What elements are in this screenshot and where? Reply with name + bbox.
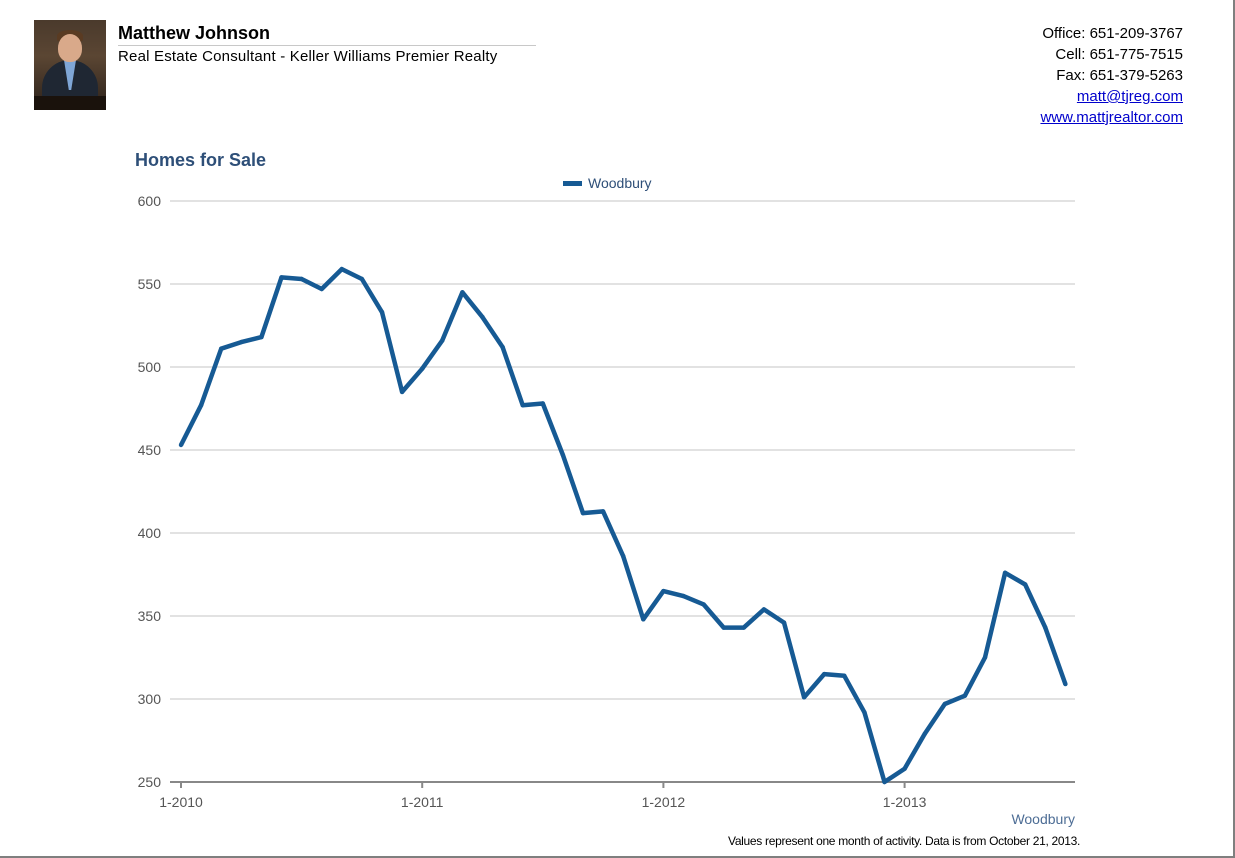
fax-number: Fax: 651-379-5263 [1056, 67, 1183, 84]
data-point-40 [982, 655, 988, 660]
data-point-32 [822, 671, 827, 677]
data-point-19 [560, 452, 566, 458]
x-tick-label-1-2011: 1-2011 [401, 794, 444, 810]
data-point-27 [721, 625, 726, 630]
data-point-10 [379, 310, 385, 315]
data-point-18 [540, 401, 545, 406]
data-point-11 [399, 389, 405, 395]
data-point-31 [801, 695, 807, 700]
data-point-33 [842, 673, 847, 678]
y-tick-label-500: 500 [138, 359, 162, 375]
data-point-15 [480, 315, 485, 320]
data-point-35 [882, 779, 887, 785]
data-point-13 [440, 338, 445, 343]
legend-label: Woodbury [588, 175, 652, 191]
data-point-23 [641, 617, 646, 622]
data-point-4 [259, 334, 264, 340]
email-link[interactable]: matt@tjreg.com [1076, 88, 1183, 105]
legend-swatch [563, 180, 582, 186]
website-link[interactable]: www.mattjrealtor.com [1040, 109, 1183, 126]
data-point-30 [781, 620, 787, 625]
chart-footnote: Values represent one month of activity. … [728, 834, 1081, 848]
data-point-21 [600, 509, 606, 514]
data-point-24 [661, 588, 666, 594]
data-point-14 [460, 290, 465, 295]
data-point-22 [621, 554, 626, 559]
data-point-28 [741, 625, 746, 630]
x-tick-label-1-2010: 1-2010 [159, 794, 203, 810]
office-phone: Office: 651-209-3767 [1042, 25, 1183, 42]
x-tick-label-1-2013: 1-2013 [883, 794, 927, 810]
data-point-29 [761, 607, 767, 612]
data-point-12 [420, 366, 425, 371]
data-point-43 [1043, 625, 1048, 630]
y-tick-label-250: 250 [138, 774, 162, 790]
x-tick-label-1-2012: 1-2012 [642, 794, 686, 810]
y-tick-label-550: 550 [138, 276, 162, 292]
data-point-5 [279, 275, 284, 280]
data-point-9 [359, 276, 365, 282]
y-tick-label-600: 600 [138, 193, 162, 209]
contact-block: Office: 651-209-3767 Cell: 651-775-7515 … [1040, 23, 1183, 128]
data-point-39 [962, 693, 968, 698]
chart-title: Homes for Sale [135, 150, 267, 170]
y-tick-label-400: 400 [138, 525, 162, 541]
data-point-3 [239, 339, 244, 345]
data-point-36 [902, 766, 907, 771]
data-point-38 [942, 701, 947, 707]
data-point-0 [178, 442, 184, 448]
x-axis-series-label: Woodbury [1011, 811, 1075, 827]
data-point-1 [198, 403, 204, 408]
data-point-41 [1002, 570, 1008, 575]
series-line-woodbury [178, 266, 1068, 785]
data-point-25 [681, 593, 686, 599]
data-point-42 [1022, 582, 1028, 587]
data-point-2 [219, 346, 224, 351]
data-point-17 [520, 403, 525, 408]
agent-name: Matthew Johnson [118, 23, 270, 43]
data-point-6 [299, 276, 304, 282]
data-point-16 [500, 344, 505, 350]
cell-phone: Cell: 651-775-7515 [1055, 46, 1183, 63]
data-point-37 [922, 731, 927, 737]
data-point-26 [701, 602, 706, 607]
y-tick-label-450: 450 [138, 442, 162, 458]
name-divider [118, 45, 536, 46]
y-tick-label-350: 350 [138, 608, 162, 624]
chart-legend: Woodbury [563, 175, 652, 191]
data-point-44 [1063, 681, 1068, 687]
agent-photo [34, 20, 106, 110]
data-point-34 [862, 710, 867, 715]
y-tick-label-300: 300 [138, 691, 162, 707]
data-point-20 [580, 510, 586, 516]
data-point-7 [319, 286, 324, 292]
agent-title: Real Estate Consultant - Keller Williams… [118, 48, 498, 65]
data-point-8 [339, 266, 344, 272]
